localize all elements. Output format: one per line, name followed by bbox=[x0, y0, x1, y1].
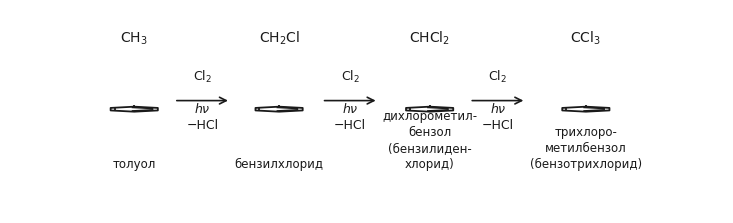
Text: −HCl: −HCl bbox=[334, 120, 366, 132]
Text: $h\nu$: $h\nu$ bbox=[342, 102, 358, 116]
Text: CCl$_3$: CCl$_3$ bbox=[570, 30, 601, 47]
Text: $h\nu$: $h\nu$ bbox=[490, 102, 506, 116]
Text: Cl$_2$: Cl$_2$ bbox=[488, 69, 507, 85]
Text: CH$_3$: CH$_3$ bbox=[120, 31, 148, 47]
Text: трихлоро-
метилбензол
(бензотрихлорид): трихлоро- метилбензол (бензотрихлорид) bbox=[530, 126, 642, 171]
Text: −HCl: −HCl bbox=[186, 120, 218, 132]
Text: $h\nu$: $h\nu$ bbox=[194, 102, 210, 116]
Text: дихлорометил-
бензол
(бензилиден-
хлорид): дихлорометил- бензол (бензилиден- хлорид… bbox=[382, 110, 477, 171]
Text: толуол: толуол bbox=[113, 158, 156, 171]
Text: Cl$_2$: Cl$_2$ bbox=[193, 69, 212, 85]
Text: Cl$_2$: Cl$_2$ bbox=[341, 69, 360, 85]
Text: CH$_2$Cl: CH$_2$Cl bbox=[259, 30, 300, 47]
Text: CHCl$_2$: CHCl$_2$ bbox=[409, 30, 450, 47]
Text: −HCl: −HCl bbox=[482, 120, 514, 132]
Text: бензилхлорид: бензилхлорид bbox=[235, 158, 323, 171]
